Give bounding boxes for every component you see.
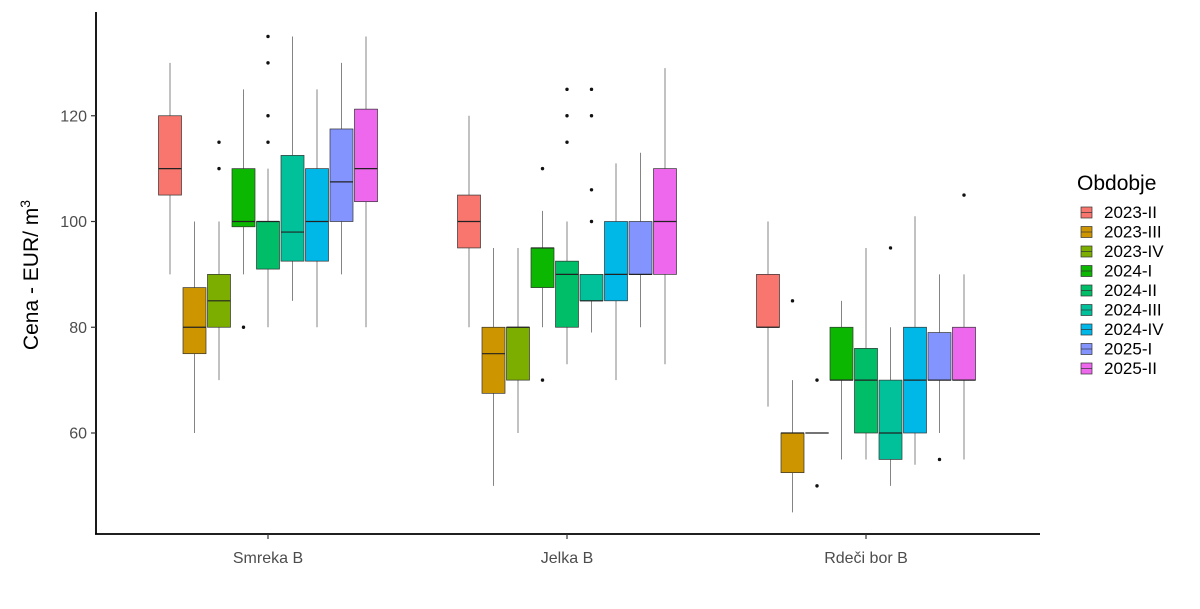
box-2023-IV-2	[805, 378, 829, 488]
box-body	[231, 168, 256, 228]
box-body	[780, 432, 805, 474]
axes: 60 80 100 120 Smreka B Jelka B Rdeči bor B	[60, 12, 1040, 567]
outlier-point	[790, 299, 795, 303]
outlier-point	[266, 61, 270, 65]
box-body	[579, 274, 604, 302]
box-2024-IV-1	[604, 163, 628, 381]
outlier-point	[589, 188, 594, 192]
outlier-point	[962, 193, 966, 197]
box-body	[329, 128, 354, 222]
outlier-point	[589, 219, 594, 224]
box-body	[354, 108, 378, 203]
box-body	[878, 379, 903, 460]
box-2023-III-2	[780, 299, 805, 513]
legend-label: 2024-II	[1104, 281, 1157, 300]
box-2023-III-1	[481, 247, 506, 486]
box-2024-III-2	[878, 246, 903, 486]
box-2023-IV-0	[207, 140, 231, 381]
box-body	[854, 348, 878, 434]
box-body	[280, 155, 305, 262]
legend-label: 2025-I	[1104, 340, 1152, 359]
outlier-point	[589, 114, 594, 118]
box-2023-II-1	[457, 115, 481, 328]
outlier-point	[217, 166, 221, 171]
box-2024-II-1	[555, 87, 579, 365]
y-tick-label: 100	[60, 214, 87, 231]
x-tick-label: Smreka B	[233, 550, 303, 567]
box-body	[158, 115, 182, 196]
box-2024-IV-2	[903, 216, 927, 465]
plot-area	[158, 34, 976, 513]
legend-title: Obdobje	[1077, 172, 1156, 195]
box-body	[628, 221, 653, 275]
outlier-point	[266, 140, 270, 144]
box-2024-II-0	[256, 34, 280, 328]
box-2025-II-2	[952, 193, 976, 460]
legend-label: 2023-IV	[1104, 242, 1164, 261]
legend: Obdobje 2023-II2023-III2023-IV2024-I2024…	[1077, 172, 1164, 378]
outlier-point	[540, 166, 545, 171]
box-body	[604, 221, 628, 302]
box-body	[952, 326, 976, 381]
x-tick-label: Rdeči bor B	[824, 550, 908, 567]
box-body	[256, 221, 280, 270]
box-2023-II-0	[158, 62, 182, 275]
box-body	[927, 332, 952, 381]
box-body	[756, 274, 780, 328]
box-2024-III-1	[579, 87, 604, 333]
legend-label: 2024-IV	[1104, 320, 1164, 339]
box-2023-IV-1	[506, 247, 530, 433]
outlier-point	[815, 378, 819, 382]
box-body	[530, 247, 555, 288]
legend-label: 2024-I	[1104, 262, 1152, 281]
legend-label: 2024-III	[1104, 301, 1162, 320]
outlier-point	[815, 484, 819, 488]
outlier-point	[540, 378, 545, 382]
box-2024-I-1	[530, 166, 555, 382]
box-body	[481, 326, 506, 394]
box-body	[555, 260, 579, 328]
outlier-point	[217, 140, 221, 144]
y-tick-label: 60	[69, 426, 87, 443]
x-tick-label: Jelka B	[541, 550, 593, 567]
box-2024-IV-0	[305, 89, 329, 328]
box-2023-III-0	[182, 221, 207, 433]
outlier-point	[241, 325, 246, 329]
box-body	[305, 168, 329, 262]
y-tick-label: 80	[69, 320, 87, 337]
outlier-point	[888, 246, 893, 250]
box-body	[182, 287, 207, 355]
outlier-point	[937, 457, 942, 462]
box-2025-I-0	[329, 62, 354, 275]
box-2025-II-1	[653, 68, 677, 365]
box-2025-I-1	[628, 152, 653, 328]
legend-label: 2023-II	[1104, 203, 1157, 222]
box-2024-II-2	[854, 247, 878, 460]
box-body	[506, 326, 530, 381]
outlier-point	[266, 114, 270, 118]
box-body	[829, 326, 854, 381]
box-2024-III-0	[280, 36, 305, 301]
box-2025-II-0	[354, 36, 378, 328]
outlier-point	[266, 34, 270, 39]
outlier-point	[589, 87, 594, 92]
legend-label: 2025-II	[1104, 359, 1157, 378]
box-2023-II-2	[756, 221, 780, 407]
y-tick-label: 120	[60, 108, 87, 125]
box-2024-I-2	[829, 300, 854, 460]
outlier-point	[565, 114, 569, 118]
box-2025-I-2	[927, 274, 952, 462]
outlier-point	[565, 140, 569, 144]
y-axis-title: Cena - EUR/ m3	[17, 200, 43, 350]
box-2024-I-0	[231, 89, 256, 329]
legend-label: 2023-III	[1104, 223, 1162, 242]
outlier-point	[565, 87, 569, 92]
